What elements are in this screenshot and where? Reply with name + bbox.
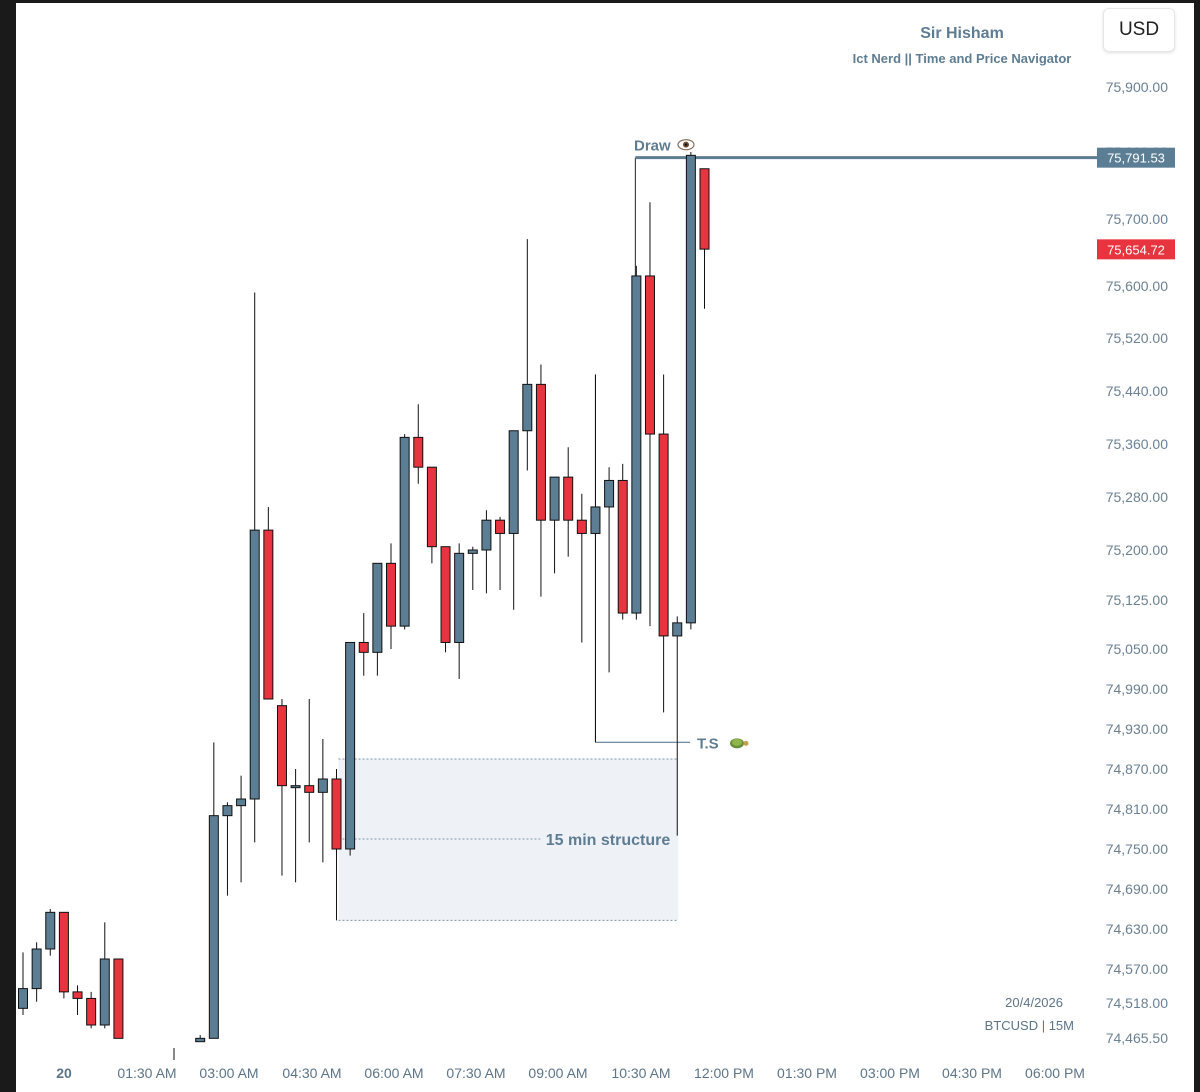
candle-body <box>454 552 465 643</box>
last-price-tag <box>1097 239 1175 260</box>
draw-label: Draw <box>634 138 671 155</box>
candle-body <box>290 785 301 789</box>
x-tick-label: 20 <box>56 1065 72 1081</box>
x-tick-label: 04:30 AM <box>282 1065 341 1081</box>
candle-body <box>549 476 560 521</box>
chart-symbol: BTCUSD | 15M <box>985 1018 1074 1033</box>
x-tick-label: 03:00 AM <box>199 1065 258 1081</box>
candle-body <box>31 948 42 990</box>
zone-label: 15 min structure <box>546 832 671 849</box>
candle-body <box>386 562 397 627</box>
candle-body <box>58 911 69 993</box>
y-tick-label: 74,630.00 <box>1106 921 1168 937</box>
y-tick-label: 74,690.00 <box>1106 881 1168 897</box>
y-tick-label: 75,520.00 <box>1106 330 1168 346</box>
candle-body <box>399 436 410 627</box>
y-tick-label: 75,440.00 <box>1106 383 1168 399</box>
candle-body <box>304 785 315 793</box>
x-tick-label: 01:30 PM <box>777 1065 837 1081</box>
y-tick-label: 74,465.50 <box>1106 1030 1168 1046</box>
candle-body <box>372 562 383 653</box>
candle-body <box>522 383 533 432</box>
candle-body <box>99 958 110 1026</box>
y-tick-label: 75,280.00 <box>1106 489 1168 505</box>
y-tick-label: 75,125.00 <box>1106 592 1168 608</box>
candle-body <box>195 1037 206 1043</box>
eye-icon <box>677 139 695 151</box>
y-tick-label: 74,870.00 <box>1106 761 1168 777</box>
candle-body <box>685 154 696 624</box>
y-tick-label: 74,990.00 <box>1106 681 1168 697</box>
candle-body <box>86 997 97 1026</box>
candle-body <box>535 383 546 521</box>
y-tick-label: 75,360.00 <box>1106 436 1168 452</box>
y-tick-label: 74,810.00 <box>1106 801 1168 817</box>
candle-body <box>644 275 655 435</box>
y-tick-label: 74,930.00 <box>1106 721 1168 737</box>
y-tick-label: 75,600.00 <box>1106 278 1168 294</box>
candle-body <box>413 436 424 468</box>
candle-body <box>222 805 233 817</box>
y-tick-label: 75,200.00 <box>1106 542 1168 558</box>
y-tick-label: 74,570.00 <box>1106 961 1168 977</box>
candle-body <box>263 529 274 700</box>
y-tick-label: 75,900.00 <box>1106 79 1168 95</box>
candle-body <box>508 430 519 534</box>
x-tick-label: 12:00 PM <box>694 1065 754 1081</box>
candle-body <box>18 988 28 1009</box>
last-price-tag-text: 75,654.72 <box>1107 242 1165 257</box>
x-tick-label: 06:00 AM <box>364 1065 423 1081</box>
candle-body <box>331 778 342 850</box>
candle-body <box>481 519 492 551</box>
candle-body <box>590 506 601 534</box>
author-title: Sir Hisham <box>920 25 1004 42</box>
y-tick-label: 74,750.00 <box>1106 841 1168 857</box>
x-tick-label: 04:30 PM <box>942 1065 1002 1081</box>
draw-price-tag <box>1097 147 1175 168</box>
x-tick-label: 09:00 AM <box>528 1065 587 1081</box>
candle-body <box>658 433 669 637</box>
candle-body <box>631 275 642 614</box>
x-tick-label: 07:30 AM <box>446 1065 505 1081</box>
candle-body <box>358 641 369 653</box>
candle-body <box>672 622 683 637</box>
candle-body <box>345 641 356 850</box>
structure-zone <box>338 759 679 921</box>
y-tick-label: 74,518.00 <box>1106 995 1168 1011</box>
candle-body <box>72 991 83 999</box>
candle-body <box>113 958 124 1039</box>
candle-body <box>45 911 56 950</box>
candle-body <box>563 476 574 521</box>
chart-date: 20/4/2026 <box>1005 995 1063 1010</box>
candle-body <box>699 168 710 250</box>
x-tick-label: 03:00 PM <box>860 1065 920 1081</box>
candle-body <box>236 798 247 807</box>
candle-body <box>249 529 260 800</box>
draw-price-tag-text: 75,791.53 <box>1107 151 1165 166</box>
candle-body <box>604 479 615 508</box>
x-tick-label: 06:00 PM <box>1025 1065 1085 1081</box>
candle-body <box>426 466 437 548</box>
candle-body <box>617 479 628 614</box>
x-tick-label: 01:30 AM <box>117 1065 176 1081</box>
candle-body <box>440 546 451 643</box>
turtle-icon <box>730 738 749 749</box>
currency-button[interactable]: USD <box>1103 8 1175 52</box>
y-tick-label: 75,700.00 <box>1106 211 1168 227</box>
candle-body <box>208 815 219 1039</box>
candle-body <box>276 705 287 787</box>
candle-body <box>576 519 587 534</box>
x-tick-label: 10:30 AM <box>611 1065 670 1081</box>
candle-body <box>317 778 328 793</box>
ts-label: T.S <box>697 735 719 752</box>
author-subtitle: Ict Nerd || Time and Price Navigator <box>853 51 1072 66</box>
candle-body <box>467 549 478 554</box>
candle-body <box>495 519 506 534</box>
y-tick-label: 75,050.00 <box>1106 641 1168 657</box>
